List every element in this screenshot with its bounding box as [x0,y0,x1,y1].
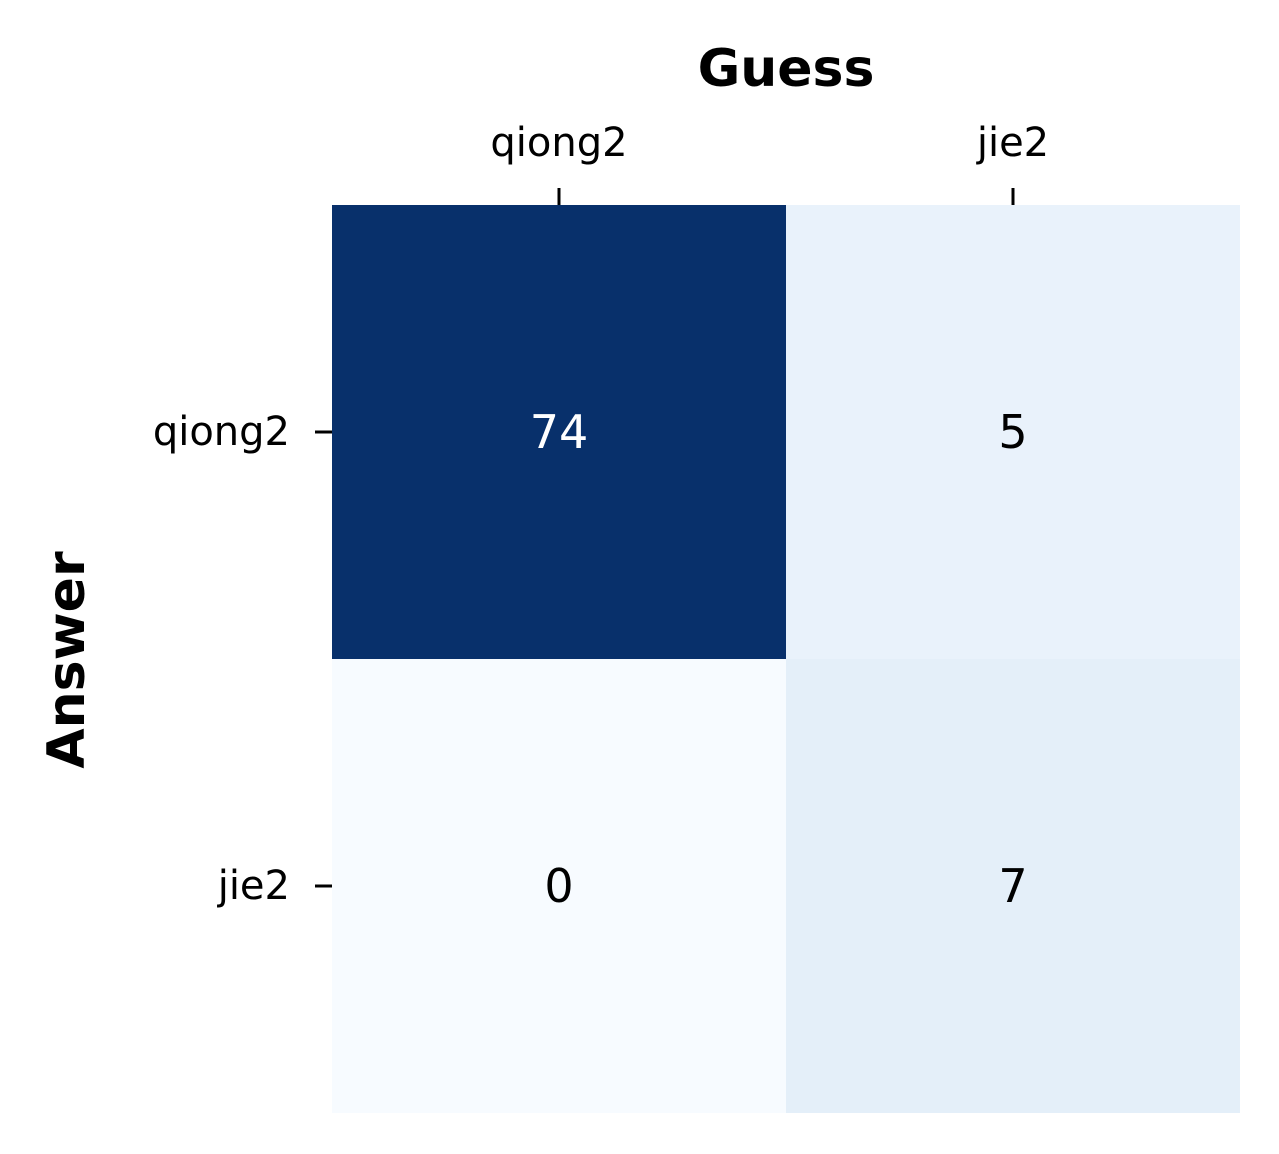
x-axis-ticks: qiong2 jie2 [490,120,1049,205]
heatmap-cells [332,205,1240,1113]
heatmap-cell-0-0 [332,205,786,659]
cell-value-label-0-1: 5 [998,405,1027,459]
heatmap-cell-labels: 74 5 0 7 [530,405,1028,913]
heatmap-cell-1-0 [332,659,786,1113]
y-axis-title: Answer [37,551,97,769]
x-tick-label-1: jie2 [976,120,1049,166]
x-tick-label-0: qiong2 [490,120,627,166]
x-axis-title: Guess [698,39,875,99]
cell-value-label-1-1: 7 [998,859,1027,913]
y-tick-label-0: qiong2 [153,409,290,455]
y-axis-ticks: qiong2 jie2 [153,409,332,909]
y-tick-label-1: jie2 [217,863,290,909]
heatmap-cell-0-1 [786,205,1240,659]
cell-value-label-1-0: 0 [544,859,573,913]
cell-value-label-0-0: 74 [530,405,589,459]
heatmap-cell-1-1 [786,659,1240,1113]
